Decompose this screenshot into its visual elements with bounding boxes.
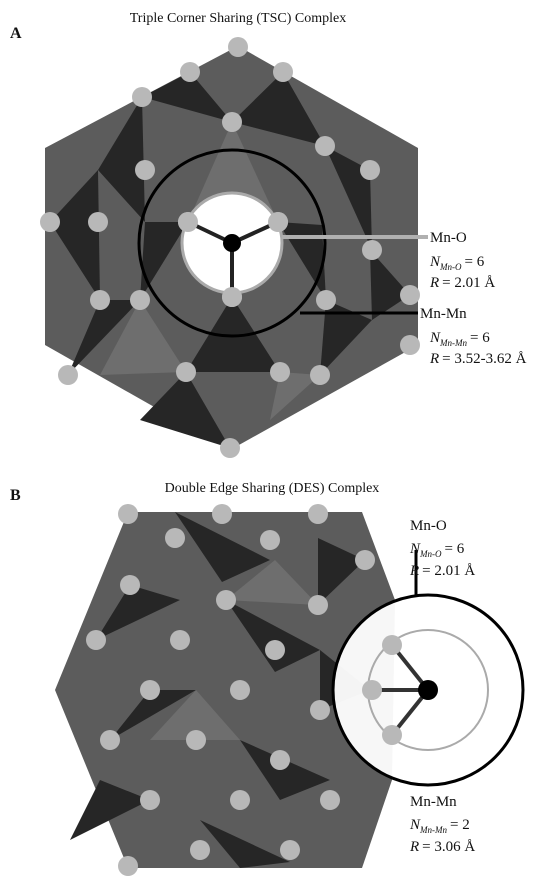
n-value: = 6 — [465, 254, 485, 270]
figure: A Triple Corner Sharing (TSC) Complex — [0, 0, 543, 882]
distance: R= 2.01 Å — [409, 563, 475, 579]
r-symbol: R — [429, 275, 439, 291]
bond-label: Mn-Mn — [410, 794, 457, 810]
coordination-number: NMn-O= 6 — [429, 254, 485, 272]
n-value: = 6 — [445, 541, 465, 557]
n-subscript: Mn-O — [439, 262, 462, 272]
r-symbol: R — [429, 351, 439, 367]
r-symbol: R — [409, 839, 419, 855]
n-subscript: Mn-O — [419, 549, 442, 559]
coordination-number: NMn-O= 6 — [409, 541, 465, 559]
coordination-number: NMn-Mn= 2 — [409, 817, 470, 835]
r-symbol: R — [409, 563, 419, 579]
r-value: = 2.01 Å — [422, 563, 475, 579]
r-value: = 2.01 Å — [442, 275, 495, 291]
bond-label: Mn-Mn — [420, 306, 467, 322]
n-value: = 6 — [470, 330, 490, 346]
panel-label: B — [10, 487, 21, 504]
distance: R= 3.52-3.62 Å — [429, 351, 527, 367]
panel-title: Triple Corner Sharing (TSC) Complex — [130, 11, 346, 26]
r-value: = 3.52-3.62 Å — [442, 351, 526, 367]
bond-label: Mn-O — [410, 518, 447, 534]
bond-label: Mn-O — [430, 230, 467, 246]
panel-label: A — [10, 25, 22, 42]
panel-title: Double Edge Sharing (DES) Complex — [165, 481, 380, 496]
r-value: = 3.06 Å — [422, 839, 475, 855]
n-subscript: Mn-Mn — [439, 338, 467, 348]
coordination-number: NMn-Mn= 6 — [429, 330, 490, 348]
distance: R= 2.01 Å — [429, 275, 495, 291]
n-value: = 2 — [450, 817, 470, 833]
n-subscript: Mn-Mn — [419, 825, 447, 835]
distance: R= 3.06 Å — [409, 839, 475, 855]
tsc-structure — [40, 37, 428, 458]
